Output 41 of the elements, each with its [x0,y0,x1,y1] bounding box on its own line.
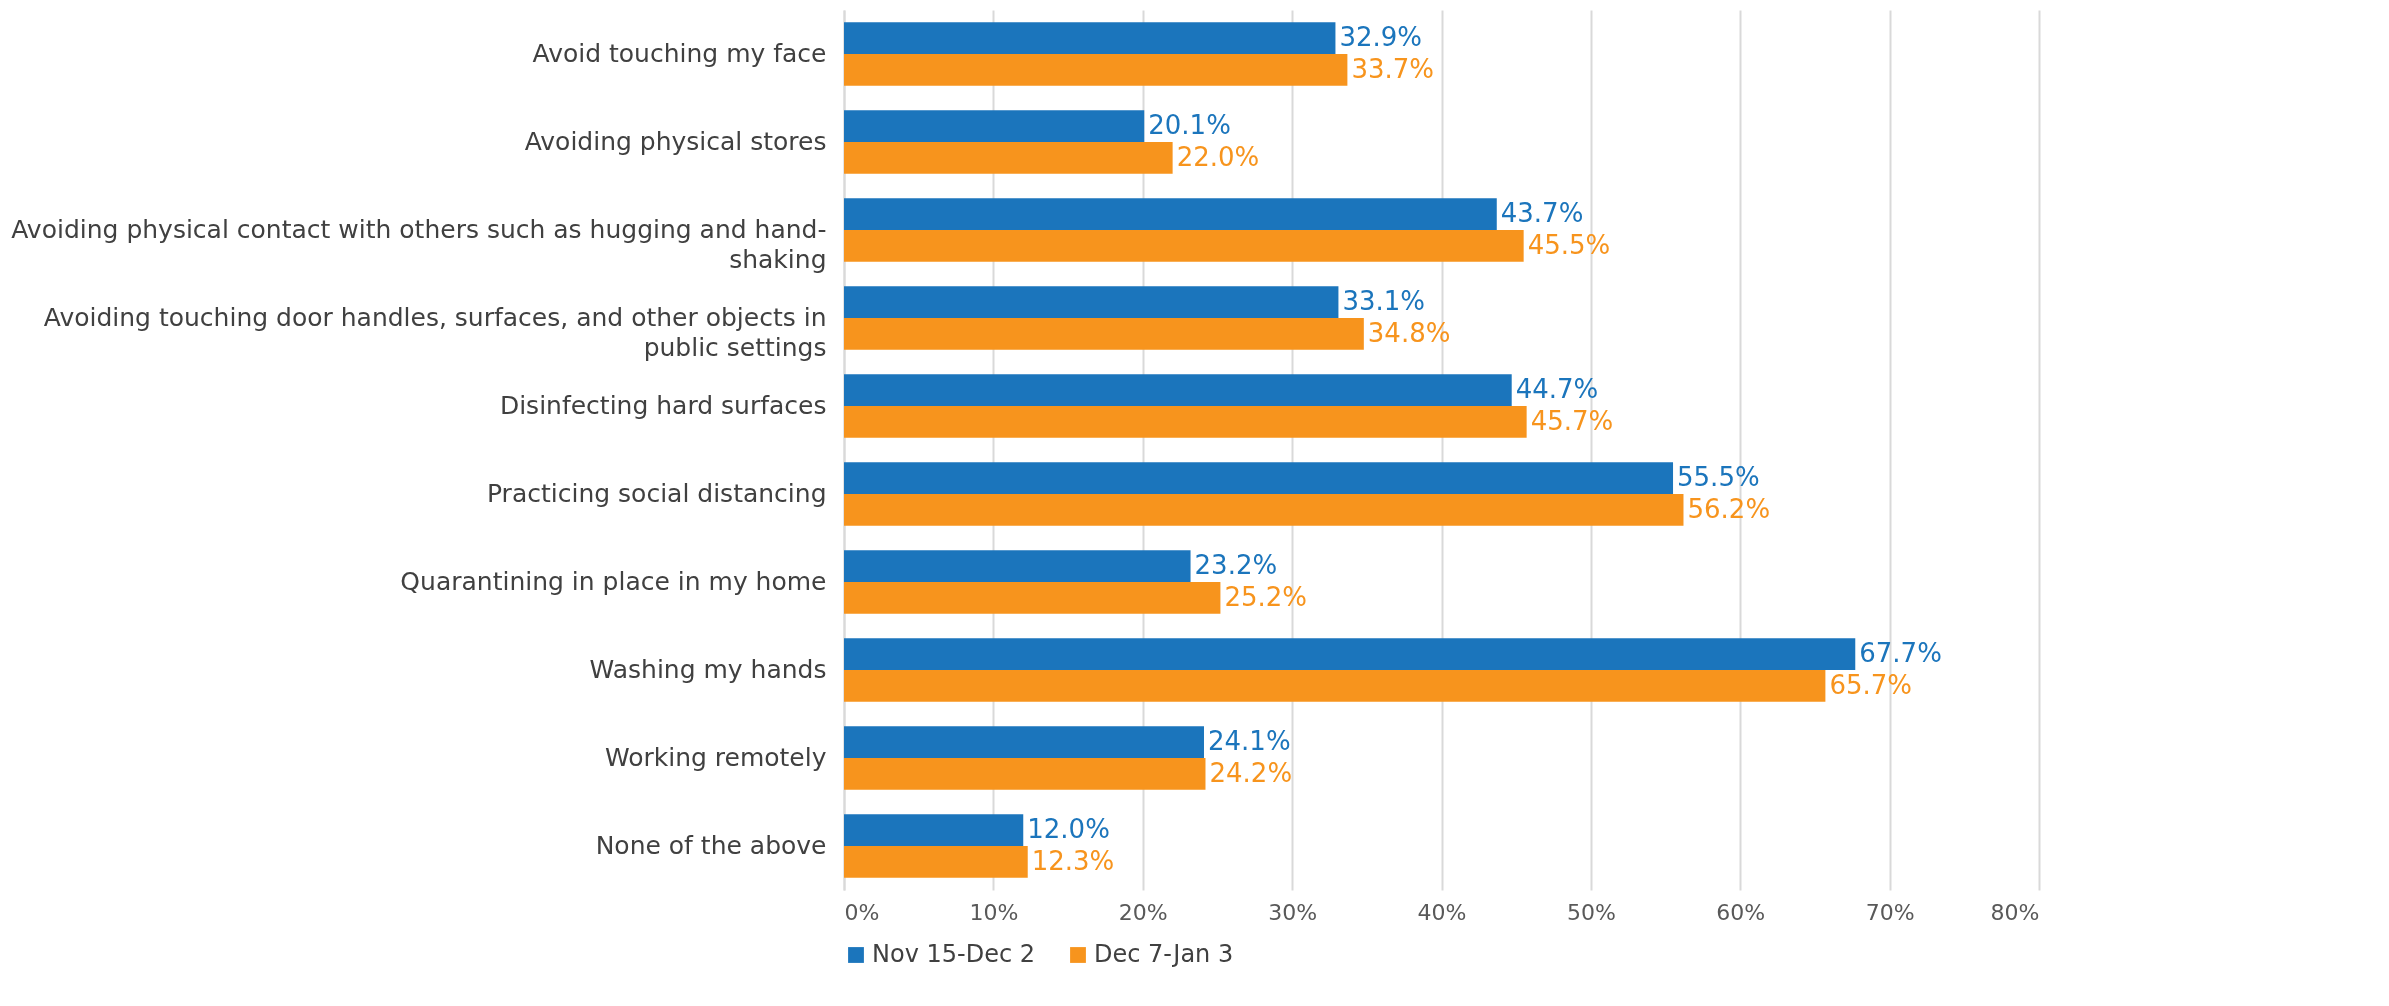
data-label: 56.2% [1687,493,1771,524]
y-tick-label: Working remotely [604,743,827,772]
y-tick-label: Avoid touching my face [532,39,827,68]
x-tick-label: 50% [1566,899,1616,925]
data-label: 32.9% [1339,22,1423,53]
y-tick-label: Washing my hands [589,655,827,684]
data-label: 43.7% [1500,198,1584,229]
data-label: 23.2% [1194,550,1278,581]
legend-label: Dec 7-Jan 3 [1094,940,1234,968]
x-tick-label: 20% [1118,899,1168,925]
data-label: 33.1% [1342,286,1426,317]
data-label: 45.7% [1530,405,1614,436]
x-tick-label: 30% [1268,899,1318,925]
y-tick-label: Avoiding physical stores [524,127,827,156]
data-label: 55.5% [1677,462,1760,493]
x-tick-label: 0% [844,899,880,925]
x-tick-label: 60% [1716,899,1766,925]
data-label: 44.7% [1515,374,1599,405]
x-tick-label: 40% [1417,899,1467,925]
data-label: 67.7% [1859,638,1942,669]
data-label: 25.2% [1224,581,1308,612]
y-tick-label: Disinfecting hard surfaces [499,391,827,420]
data-label: 45.5% [1527,229,1611,260]
data-label: 34.8% [1367,317,1451,348]
x-tick-label: 80% [1990,899,2040,925]
y-tick-label: Practicing social distancing [486,479,827,508]
data-label: 20.1% [1148,110,1231,141]
y-tick-label: Avoiding touching door handles, surfaces, and other objects in public settings [43,303,827,362]
data-label: 65.7% [1829,669,1912,700]
legend-label: Nov 15-Dec 2 [872,940,1036,968]
data-label: 24.2% [1209,757,1293,788]
x-tick-label: 10% [969,899,1019,925]
data-label: 33.7% [1351,53,1434,84]
data-label: 12.0% [1027,814,1110,845]
y-tick-label: None of the above [595,831,827,860]
x-tick-label: 70% [1865,899,1915,925]
data-label: 22.0% [1176,141,1260,172]
data-label: 24.1% [1207,726,1291,757]
y-tick-label: Avoiding physical contact with others such as hugging and hand-shaking [11,215,827,274]
data-label: 12.3% [1031,845,1115,876]
y-tick-label: Quarantining in place in my home [400,567,827,596]
